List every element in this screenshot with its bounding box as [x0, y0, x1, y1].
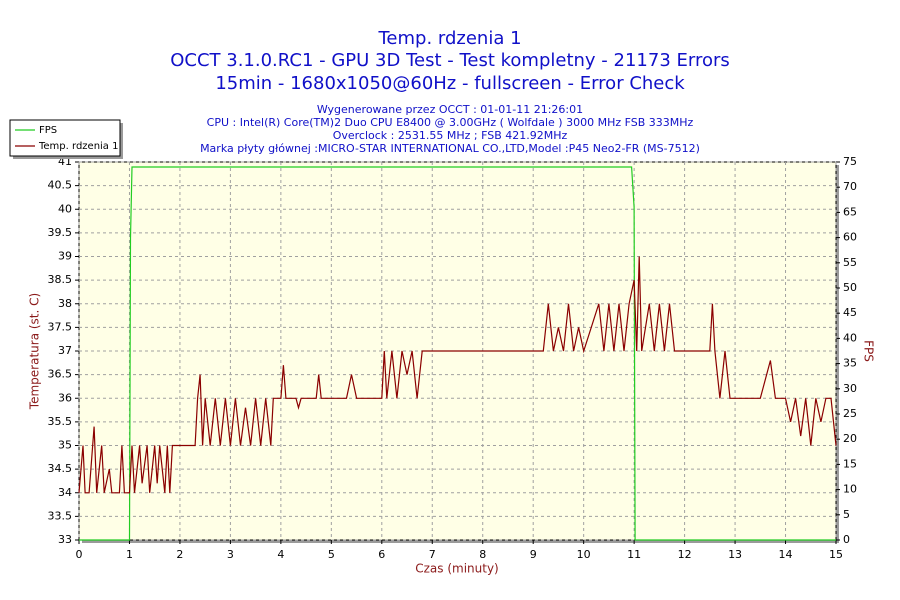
legend-label: FPS: [39, 125, 57, 136]
y-tick-label: 38.5: [48, 273, 73, 286]
x-tick-label: 7: [429, 548, 436, 561]
y2-tick-label: 55: [843, 256, 857, 269]
info-line: Marka płyty głównej :MICRO-STAR INTERNAT…: [200, 142, 700, 155]
y2-tick-label: 75: [843, 155, 857, 168]
y-tick-label: 35.5: [48, 415, 73, 428]
y-tick-label: 38: [58, 297, 72, 310]
info-line: CPU : Intel(R) Core(TM)2 Duo CPU E8400 @…: [207, 116, 694, 129]
y2-tick-label: 5: [843, 508, 850, 521]
y2-tick-label: 35: [843, 357, 857, 370]
y-tick-label: 37.5: [48, 320, 73, 333]
x-tick-label: 0: [76, 548, 83, 561]
x-tick-label: 13: [728, 548, 742, 561]
chart-subtitle: 15min - 1680x1050@60Hz - fullscreen - Er…: [215, 73, 685, 94]
info-line: Wygenerowane przez OCCT : 01-01-11 21:26…: [317, 103, 583, 116]
y-tick-label: 36: [58, 391, 72, 404]
x-tick-label: 4: [277, 548, 284, 561]
y2-tick-label: 70: [843, 180, 857, 193]
x-tick-label: 2: [176, 548, 183, 561]
y-tick-label: 36.5: [48, 368, 73, 381]
y-tick-label: 34.5: [48, 462, 73, 475]
y-tick-label: 33.5: [48, 509, 73, 522]
x-tick-label: 15: [829, 548, 843, 561]
y2-tick-label: 20: [843, 432, 857, 445]
x-tick-label: 6: [378, 548, 385, 561]
y2-tick-label: 25: [843, 407, 857, 420]
y-tick-label: 33: [58, 533, 72, 546]
x-tick-label: 11: [627, 548, 641, 561]
x-tick-label: 1: [126, 548, 133, 561]
info-line: Overclock : 2531.55 MHz ; FSB 421.92MHz: [333, 129, 568, 142]
y2-tick-label: 0: [843, 533, 850, 546]
x-tick-label: 10: [577, 548, 591, 561]
y-tick-label: 35: [58, 439, 72, 452]
x-tick-label: 14: [779, 548, 793, 561]
y2-tick-label: 40: [843, 331, 857, 344]
series-line: [78, 256, 837, 494]
y2-tick-label: 30: [843, 382, 857, 395]
x-tick-label: 5: [328, 548, 335, 561]
y2-tick-label: 50: [843, 281, 857, 294]
y2-tick-label: 60: [843, 231, 857, 244]
chart-title: Temp. rdzenia 1: [377, 28, 521, 49]
x-tick-label: 3: [227, 548, 234, 561]
y-tick-label: 34: [58, 486, 72, 499]
y-tick-label: 39.5: [48, 226, 73, 239]
legend-label: Temp. rdzenia 1: [38, 141, 118, 152]
x-axis-label: Czas (minuty): [415, 562, 499, 576]
y2-tick-label: 65: [843, 205, 857, 218]
y2-axis-label: FPS: [862, 340, 876, 362]
y-tick-label: 40: [58, 202, 72, 215]
y-tick-label: 37: [58, 344, 72, 357]
x-tick-label: 9: [530, 548, 537, 561]
legend-box: [9, 119, 121, 157]
y2-tick-label: 45: [843, 306, 857, 319]
y2-tick-label: 10: [843, 483, 857, 496]
y-tick-label: 39: [58, 250, 72, 263]
chart-subtitle: OCCT 3.1.0.RC1 - GPU 3D Test - Test komp…: [170, 50, 730, 71]
x-tick-label: 8: [479, 548, 486, 561]
y-axis-label: Temperatura (st. C): [28, 293, 42, 410]
x-tick-label: 12: [678, 548, 692, 561]
y-tick-label: 40.5: [48, 179, 73, 192]
y2-tick-label: 15: [843, 457, 857, 470]
